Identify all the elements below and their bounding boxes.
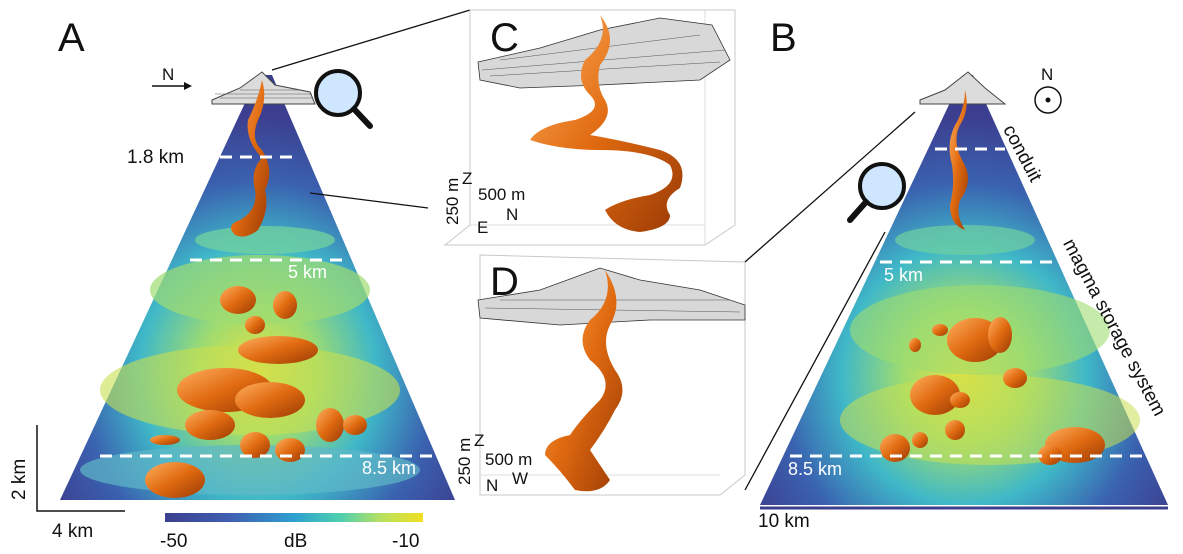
panel-c-scale-h: 500 m	[478, 185, 526, 204]
magnifier-icon	[847, 162, 906, 223]
north-up-compass-icon	[1034, 86, 1062, 114]
panel-a-anomalies	[145, 80, 367, 498]
panel-c-z-label: Z	[462, 169, 473, 188]
north-arrow-icon	[152, 82, 192, 90]
north-label-b: N	[1041, 65, 1054, 84]
panel-d-axis-1: N	[486, 476, 499, 495]
panel-label-d: D	[490, 260, 519, 304]
panel-a-scale-bar	[36, 425, 125, 512]
scale-label-4km: 4 km	[52, 521, 94, 542]
panel-d	[477, 254, 746, 496]
colorbar-min-label: -50	[160, 531, 188, 552]
panel-d-axis-2: W	[512, 469, 529, 488]
panel-c-scale-z: 250 m	[443, 177, 462, 225]
magnifier-icon	[314, 69, 373, 129]
panel-b	[744, 71, 1168, 510]
colorbar-unit-label: dB	[284, 531, 308, 552]
panel-c-axis-1: N	[506, 205, 519, 224]
depth-label-5km-b: 5 km	[884, 265, 924, 285]
panel-c	[443, 9, 736, 246]
panel-d-z-label: Z	[474, 431, 485, 450]
panel-d-scale-h: 500 m	[485, 450, 533, 469]
panel-label-c: C	[490, 16, 519, 60]
scale-label-10km: 10 km	[758, 511, 810, 532]
depth-label-1-8km: 1.8 km	[127, 147, 185, 168]
depth-label-5km-a: 5 km	[288, 262, 328, 282]
north-label-a: N	[162, 65, 175, 84]
panel-label-a: A	[58, 16, 85, 60]
colorbar-max-label: -10	[392, 531, 420, 552]
colorbar	[165, 513, 423, 522]
panel-d-conduit	[545, 270, 623, 492]
panel-c-conduit	[530, 15, 683, 232]
panel-c-axis-2: E	[477, 218, 489, 237]
panel-label-b: B	[770, 16, 797, 60]
panel-a	[36, 9, 471, 512]
scale-label-2km: 2 km	[9, 458, 30, 500]
depth-label-8-5km-b: 8.5 km	[788, 459, 843, 479]
panel-b-topography	[919, 71, 1007, 105]
depth-label-8-5km-a: 8.5 km	[362, 458, 417, 478]
panel-d-scale-z: 250 m	[455, 437, 474, 485]
